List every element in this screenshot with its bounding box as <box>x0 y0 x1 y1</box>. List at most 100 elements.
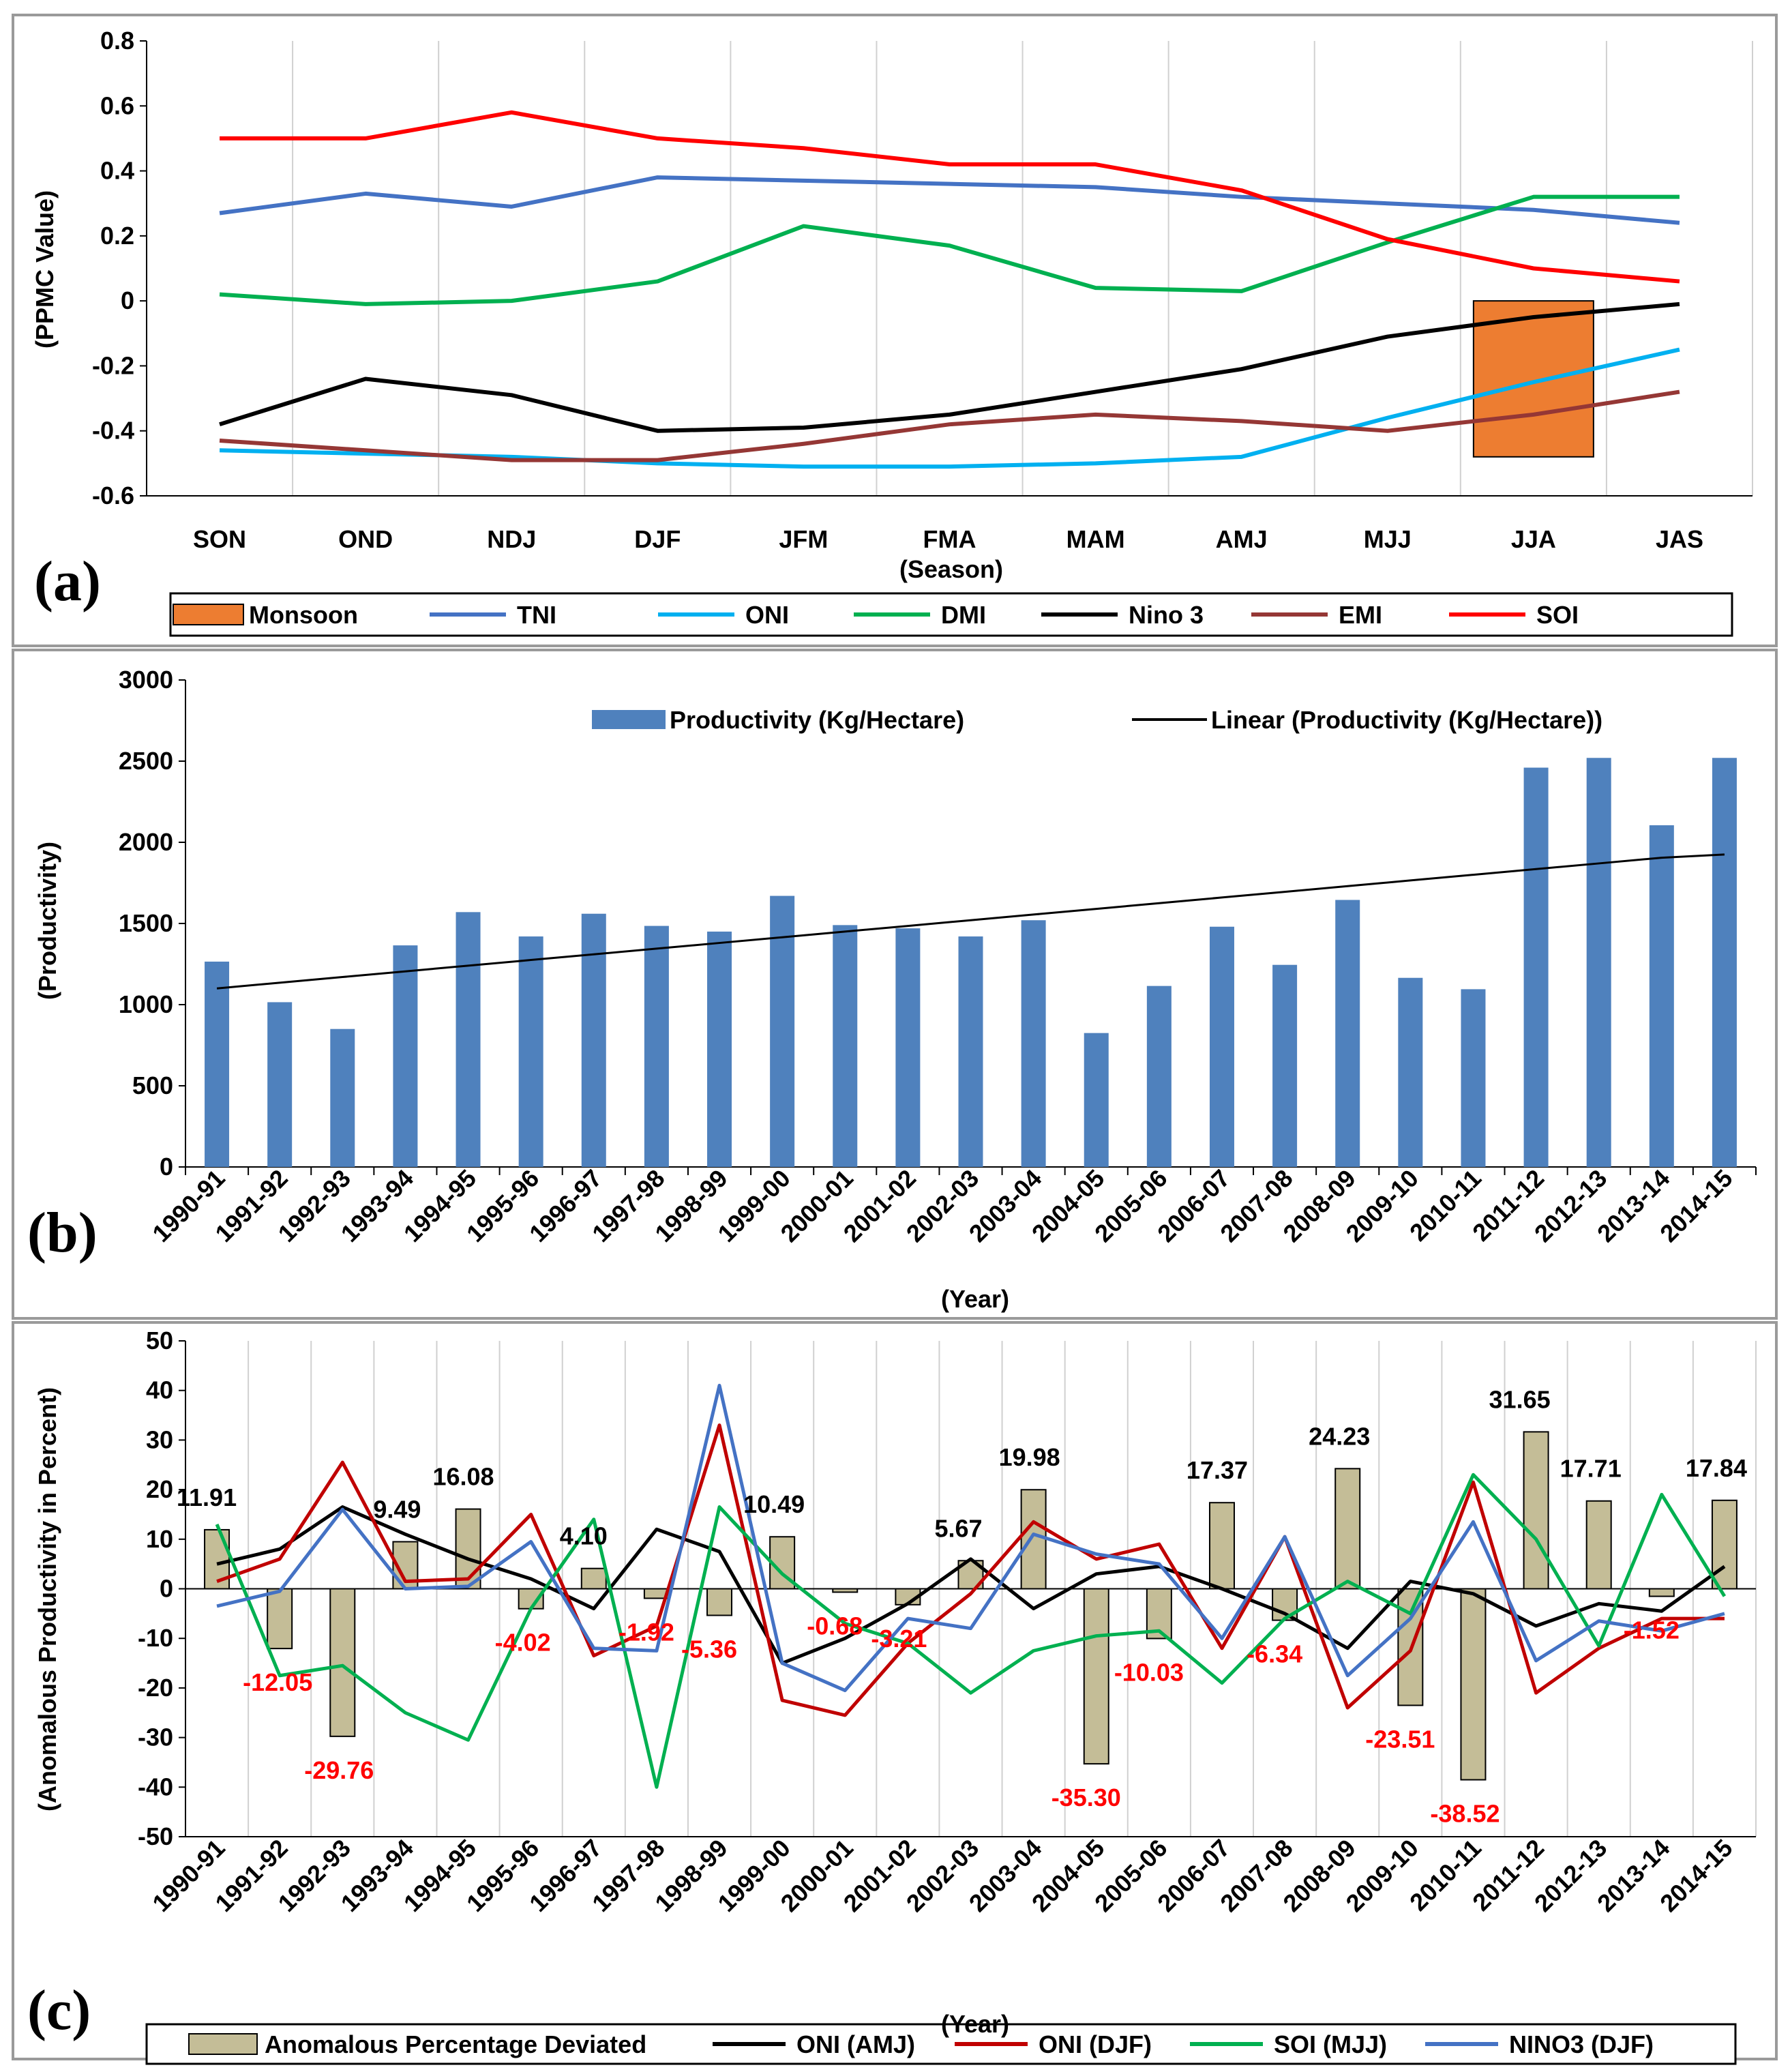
legend-swatch-productivity <box>592 710 666 729</box>
y-tick-label-b: 2500 <box>119 747 173 775</box>
x-tick-label-a: FMA <box>923 525 976 553</box>
x-tick-label-a: MJJ <box>1364 525 1412 553</box>
data-label-anomalous-percentage: 17.71 <box>1560 1455 1622 1483</box>
y-tick-label-b: 1000 <box>119 990 173 1018</box>
x-tick-label-a: AMJ <box>1216 525 1268 553</box>
data-label-anomalous-percentage: -6.34 <box>1247 1640 1302 1668</box>
chart-a: -0.6 -0.4 -0.2 0 0.2 0.4 0.6 0.8 SON OND NDJ DJF JFM… <box>92 27 1753 637</box>
bar-productivity <box>518 936 543 1167</box>
bar-anomalous-percentage <box>1460 1588 1487 1781</box>
y-tick-label-b: 1500 <box>119 909 173 937</box>
y-tick-label-c: -10 <box>138 1624 173 1652</box>
bar-productivity <box>205 961 230 1167</box>
bar-monsoon <box>1472 300 1594 458</box>
legend-label-linear-productivity: Linear (Productivity (Kg/Hectare)) <box>1211 706 1602 734</box>
bar-productivity <box>958 936 983 1167</box>
bar-anomalous-percentage <box>1711 1499 1737 1590</box>
series-line-emi <box>219 389 1680 462</box>
legend-label-tni: TNI <box>517 601 556 629</box>
x-tick-label-a: JFM <box>779 525 828 553</box>
bar-productivity <box>1146 986 1172 1167</box>
legend-label-oni: ONI <box>745 601 789 629</box>
legend-swatch-anomalous-percentage <box>188 2033 258 2055</box>
bar-productivity <box>581 913 606 1167</box>
legend-label-dmi: DMI <box>941 601 986 629</box>
y-tick-label-c: 10 <box>146 1525 173 1553</box>
series-line-soi-mjj <box>215 1472 1727 1789</box>
bar-productivity <box>1209 926 1234 1167</box>
y-tick-label-c: 30 <box>146 1425 173 1453</box>
x-tick-label-a: SON <box>193 525 246 553</box>
series-line-tni <box>219 175 1680 225</box>
y-tick-label-a: -0.6 <box>92 482 134 509</box>
y-tick-label-b: 500 <box>132 1071 173 1099</box>
legend-label-soi: SOI <box>1536 601 1579 629</box>
bar-productivity <box>330 1028 355 1167</box>
data-label-anomalous-percentage: 4.10 <box>560 1522 608 1550</box>
bar-anomalous-percentage <box>455 1508 481 1590</box>
x-axis-label-b: (Year) <box>941 1285 1009 1313</box>
data-label-anomalous-percentage: 16.08 <box>432 1463 494 1491</box>
series-line-dmi <box>219 194 1680 306</box>
bar-productivity <box>1586 758 1611 1167</box>
y-tick-label-a: 0.6 <box>100 91 134 119</box>
bar-anomalous-percentage <box>267 1588 293 1650</box>
x-tick-label-a: JAS <box>1656 525 1703 553</box>
bar-anomalous-percentage <box>1648 1588 1675 1597</box>
data-label-anomalous-percentage: -35.30 <box>1051 1784 1121 1811</box>
legend-label-anomalous-percentage-deviated: Anomalous Percentage Deviated <box>265 2030 646 2058</box>
y-tick-label-a: 0.8 <box>100 27 134 55</box>
panel-b-frame <box>12 649 1778 1320</box>
data-label-anomalous-percentage: 31.65 <box>1489 1385 1551 1413</box>
y-tick-label-a: -0.4 <box>92 417 134 445</box>
y-tick-label-c: -40 <box>138 1773 173 1801</box>
trend-line-productivity <box>216 853 1725 990</box>
y-tick-label-a: 0.2 <box>100 222 134 250</box>
x-tick-label-a: JJA <box>1511 525 1556 553</box>
y-tick-label-c: -50 <box>138 1822 173 1850</box>
data-label-anomalous-percentage: -10.03 <box>1114 1658 1184 1686</box>
series-line-nino3-djf <box>216 1383 1725 1693</box>
bar-productivity <box>833 925 858 1167</box>
y-tick-label-c: 40 <box>146 1376 173 1404</box>
data-label-anomalous-percentage: -3.21 <box>871 1625 927 1653</box>
bar-productivity <box>1523 767 1549 1167</box>
y-tick-label-b: 3000 <box>119 666 173 694</box>
panel-label-a: (a) <box>34 550 101 613</box>
bar-anomalous-percentage <box>1020 1489 1047 1590</box>
data-label-anomalous-percentage: 19.98 <box>999 1443 1060 1471</box>
legend-label-monsoon: Monsoon <box>249 601 358 629</box>
bar-anomalous-percentage <box>329 1588 356 1737</box>
series-line-oni-amj <box>216 1505 1726 1666</box>
data-label-anomalous-percentage: -29.76 <box>304 1756 374 1784</box>
legend-label-nino-3: Nino 3 <box>1129 601 1204 629</box>
bar-productivity <box>770 896 795 1167</box>
series-line-oni-djf <box>216 1423 1725 1717</box>
data-label-anomalous-percentage: -1.52 <box>1624 1616 1680 1644</box>
data-label-anomalous-percentage: 24.23 <box>1309 1422 1370 1450</box>
bar-productivity <box>1021 920 1046 1167</box>
legend-label-soi-mjj: SOI (MJJ) <box>1274 2030 1387 2058</box>
series-line-soi <box>220 110 1680 284</box>
bar-anomalous-percentage <box>1083 1588 1109 1765</box>
data-label-anomalous-percentage: 5.67 <box>934 1514 982 1542</box>
data-label-anomalous-percentage: 9.49 <box>373 1496 421 1524</box>
y-tick-label-c: 20 <box>146 1475 173 1503</box>
bar-productivity <box>393 945 418 1167</box>
bar-productivity <box>267 1002 293 1167</box>
bar-anomalous-percentage <box>204 1528 230 1590</box>
bar-productivity <box>1084 1033 1109 1167</box>
data-label-anomalous-percentage: 11.91 <box>177 1483 237 1511</box>
y-tick-label-b: 0 <box>160 1153 173 1181</box>
bar-anomalous-percentage <box>1208 1502 1235 1590</box>
data-label-anomalous-percentage: -4.02 <box>495 1629 551 1657</box>
bar-productivity <box>1335 900 1360 1167</box>
x-axis-label-a: (Season) <box>899 555 1003 583</box>
data-label-anomalous-percentage: 17.37 <box>1187 1456 1248 1484</box>
bar-anomalous-percentage <box>1334 1468 1361 1590</box>
data-label-anomalous-percentage: -0.68 <box>807 1612 863 1640</box>
x-axis-label-c: (Year) <box>941 2010 1009 2038</box>
data-label-anomalous-percentage: -1.92 <box>618 1618 674 1646</box>
legend-label-productivity: Productivity (Kg/Hectare) <box>670 706 964 734</box>
